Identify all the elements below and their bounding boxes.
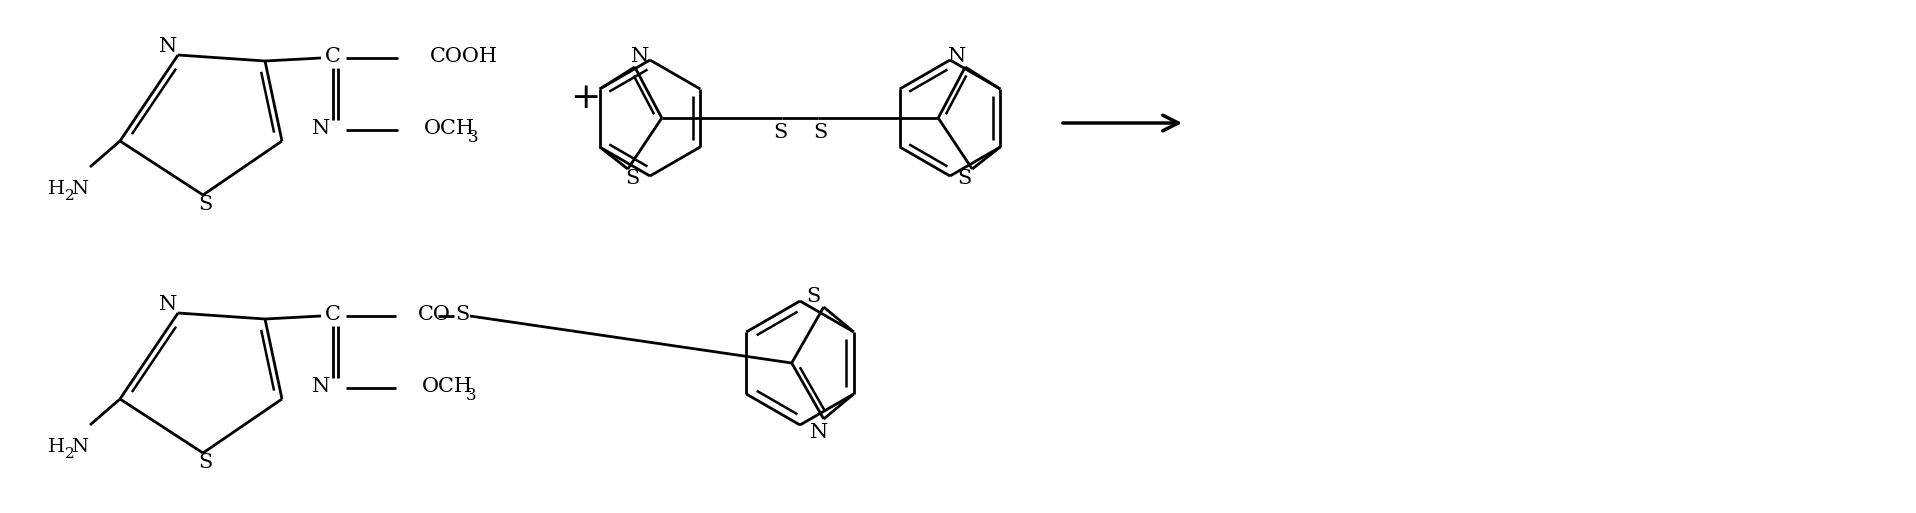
Text: N: N (71, 180, 88, 198)
Text: N: N (71, 438, 88, 456)
Text: H: H (48, 438, 65, 456)
Text: 3: 3 (466, 386, 477, 404)
Text: OCH: OCH (422, 377, 473, 396)
Text: 2: 2 (65, 189, 75, 203)
Text: OCH: OCH (423, 119, 475, 137)
Text: N: N (810, 423, 828, 442)
Text: CO: CO (418, 305, 450, 324)
Text: S: S (807, 287, 820, 306)
Text: COOH: COOH (429, 47, 498, 66)
Text: +: + (569, 81, 600, 115)
Text: 3: 3 (468, 128, 479, 146)
Text: S: S (197, 195, 213, 214)
Text: N: N (948, 48, 966, 67)
Text: H: H (48, 180, 65, 198)
Text: 2: 2 (65, 447, 75, 461)
Text: S: S (958, 169, 971, 188)
Text: S: S (454, 305, 469, 324)
Text: N: N (312, 377, 330, 396)
Text: S: S (197, 453, 213, 472)
Text: S: S (772, 123, 787, 142)
Text: C: C (326, 305, 341, 324)
Text: S: S (812, 123, 828, 142)
Text: S: S (627, 169, 640, 188)
Text: N: N (159, 37, 176, 56)
Text: N: N (159, 295, 176, 314)
Text: C: C (326, 47, 341, 66)
Text: N: N (312, 119, 330, 137)
Text: N: N (630, 48, 650, 67)
